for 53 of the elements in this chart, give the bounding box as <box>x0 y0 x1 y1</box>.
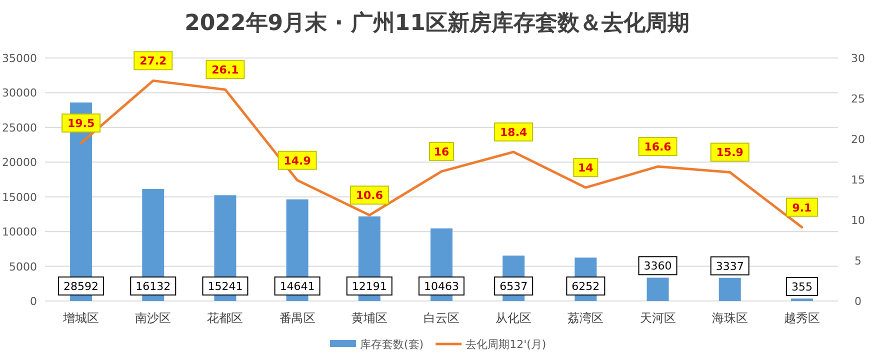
data-label: 19.5 <box>67 117 95 130</box>
y-tick-label: 15000 <box>2 190 37 204</box>
data-label: 12191 <box>352 280 387 293</box>
x-tick-label: 白云区 <box>424 311 460 325</box>
bar <box>646 278 669 301</box>
x-tick-label: 从化区 <box>496 311 532 325</box>
data-label: 14 <box>578 162 594 175</box>
data-label: 3337 <box>716 260 744 273</box>
x-tick-label: 黄埔区 <box>351 311 388 325</box>
y-tick-label: 5000 <box>9 260 37 274</box>
data-label: 3360 <box>644 260 672 273</box>
data-label: 14641 <box>280 280 315 293</box>
x-tick-label: 海珠区 <box>712 311 748 325</box>
y2-tick-label: 5 <box>854 254 862 268</box>
data-label: 18.4 <box>500 126 528 139</box>
y-tick-label: 20000 <box>2 156 37 170</box>
data-label: 6537 <box>500 280 528 293</box>
data-label: 16.6 <box>644 140 672 154</box>
data-label: 16132 <box>136 280 171 293</box>
y-tick-label: 35000 <box>2 52 37 65</box>
data-label: 355 <box>791 280 812 294</box>
data-label: 15241 <box>208 280 243 293</box>
y2-tick-label: 0 <box>854 295 862 308</box>
x-tick-label: 增城区 <box>62 311 100 325</box>
data-label: 27.2 <box>140 54 167 68</box>
y2-tick-label: 10 <box>851 214 865 227</box>
x-tick-label: 天河区 <box>640 311 676 325</box>
y2-tick-label: 25 <box>851 92 865 106</box>
data-label: 6252 <box>572 280 600 293</box>
y-tick-label: 25000 <box>2 121 37 134</box>
y-tick-label: 10000 <box>2 226 37 239</box>
legend-label: 去化周期12'(月) <box>466 338 546 351</box>
y2-tick-label: 15 <box>851 174 865 186</box>
data-label: 10463 <box>424 280 459 293</box>
x-tick-label: 番禺区 <box>279 311 316 325</box>
x-tick-label: 越秀区 <box>784 311 820 325</box>
x-tick-label: 花都区 <box>207 311 244 325</box>
legend-label: 库存套数(套) <box>360 338 424 351</box>
y2-tick-label: 20 <box>851 133 865 146</box>
data-label: 26.1 <box>212 64 239 77</box>
x-tick-label: 南沙区 <box>135 311 172 325</box>
data-label: 16 <box>434 145 450 158</box>
x-tick-label: 荔湾区 <box>568 311 604 325</box>
y-tick-label: 30000 <box>2 86 37 100</box>
data-label: 10.6 <box>356 189 384 202</box>
y2-tick-label: 30 <box>851 52 865 65</box>
data-label: 9.1 <box>792 201 812 214</box>
data-label: 28592 <box>64 280 99 293</box>
chart-title: 2022年9月末 · 广州11区新房库存套数＆去化周期 <box>184 10 690 36</box>
bar <box>718 278 741 301</box>
data-label: 15.9 <box>716 146 744 160</box>
y-tick-label: 0 <box>30 295 37 308</box>
data-label: 14.9 <box>284 154 311 168</box>
